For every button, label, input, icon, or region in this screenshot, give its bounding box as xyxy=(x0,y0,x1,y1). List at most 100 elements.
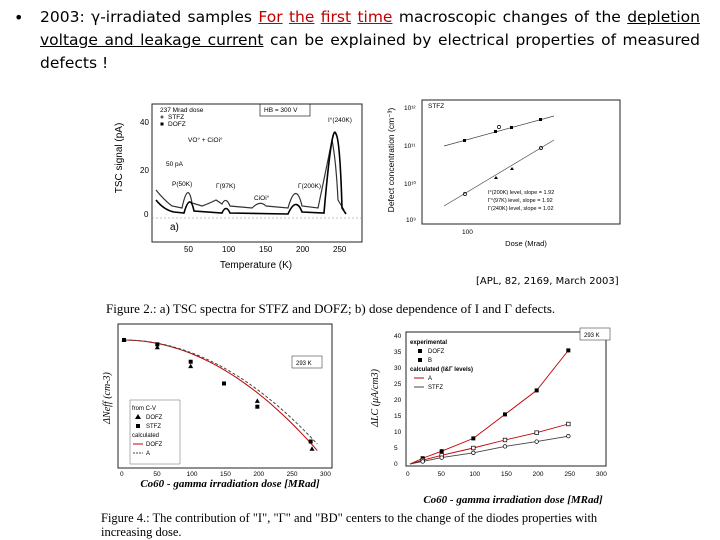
tsc-stfz-curve xyxy=(155,139,345,211)
lc-ytick-40: 40 xyxy=(394,333,402,340)
lc-line-a xyxy=(409,435,569,465)
neff-point-dofz xyxy=(309,446,315,451)
citation: [APL, 82, 2169, March 2003] xyxy=(476,276,619,287)
lc-ytick-25: 25 xyxy=(394,381,402,388)
neff-legend-3: calculated xyxy=(132,433,159,439)
dose-fit-lower xyxy=(443,139,555,207)
lc-point-a xyxy=(502,444,508,449)
lc-point-dofz xyxy=(534,388,539,393)
neff-point-stfz xyxy=(122,338,126,342)
neff-temp-label: 293 K xyxy=(296,361,312,367)
neff-xtick-150: 150 xyxy=(220,471,231,478)
tsc-ann-50pa: 50 pA xyxy=(166,161,184,168)
lc-ytick-0: 0 xyxy=(394,461,398,468)
neff-point-stfz xyxy=(308,439,313,444)
neff-legend-2: STFZ xyxy=(146,424,161,430)
neff-xtick-50: 50 xyxy=(153,471,161,478)
lc-ytick-5: 5 xyxy=(394,445,398,452)
dose-point-lower-3 xyxy=(510,167,514,170)
bullet-symbol: • xyxy=(14,8,24,27)
neff-legend-1: DOFZ xyxy=(146,415,163,421)
tsc-hb-box xyxy=(259,103,311,117)
dose-point-lower-1 xyxy=(463,192,467,196)
dose-ytick-0: 10¹² xyxy=(404,105,416,112)
tsc-legend-stfz-marker xyxy=(160,115,164,119)
red-word-3: first xyxy=(320,8,352,26)
lc-ytick-15: 15 xyxy=(394,413,402,420)
tsc-ann-cioi: CiOi° xyxy=(254,194,270,202)
lc-point-a xyxy=(439,455,444,460)
bullet-after-red: macroscopic changes of the xyxy=(398,8,621,26)
lc-ytick-35: 35 xyxy=(394,349,402,356)
tsc-ytick-20: 20 xyxy=(140,166,149,175)
lc-legend-5: STFZ xyxy=(428,385,443,391)
lc-legend-0: experimental xyxy=(410,340,447,346)
dose-fit-upper xyxy=(443,115,555,147)
lc-point-a xyxy=(534,439,539,444)
neff-chart: ΔNeff (cm-3) 293 K from C-V DOFZ STFZ ca… xyxy=(100,318,340,496)
lc-xtick-100: 100 xyxy=(469,471,480,478)
lc-xtick-250: 250 xyxy=(564,471,575,478)
lc-xlabel: Co60 - gamma irradiation dose [MRad] xyxy=(423,494,603,506)
lc-legend-1: DOFZ xyxy=(428,349,445,355)
neff-legend-5: A xyxy=(146,451,150,457)
figure2-caption: Figure 2.: a) TSC spectra for STFZ and D… xyxy=(106,301,556,316)
neff-xtick-0: 0 xyxy=(120,471,124,478)
neff-xlabel: Co60 - gamma irradiation dose [MRad] xyxy=(140,478,320,490)
bullet-underlined: depletion voltage and leakage current xyxy=(40,8,700,49)
lc-ytick-20: 20 xyxy=(394,397,402,404)
tsc-ann-gamma200: Γ(200K) xyxy=(298,183,321,190)
figure4-caption: Figure 4.: The contribution of "I", "Γ" … xyxy=(101,511,598,539)
neff-point-stfz xyxy=(155,342,160,347)
lc-xtick-50: 50 xyxy=(438,471,446,478)
dose-ytick-1: 10¹¹ xyxy=(404,143,416,150)
tsc-ann-i240: I°(240K) xyxy=(328,116,352,124)
bullet-text: 2003: γ-irradiated samples For the first… xyxy=(40,6,700,75)
tsc-legend-dofz: DOFZ xyxy=(168,121,186,128)
dose-legend-1: I°(200K) level, slope = 1.92 xyxy=(488,190,554,196)
neff-legend-box xyxy=(129,399,181,465)
tsc-legend-dofz-marker xyxy=(160,122,164,126)
tsc-hb-label: HB = 300 V xyxy=(264,107,298,114)
neff-ylabel: ΔNeff (cm-3) xyxy=(102,371,113,424)
lc-legend-3: calculated (I&Γ levels) xyxy=(410,367,473,373)
tsc-xlabel: Temperature (K) xyxy=(220,260,292,271)
lc-point-dofz xyxy=(439,449,444,454)
dose-ytick-2: 10¹⁰ xyxy=(404,180,416,188)
neff-legend-4: DOFZ xyxy=(146,442,163,448)
dose-point-upper-3 xyxy=(510,126,513,129)
lc-temp-box xyxy=(579,327,611,341)
tsc-ytick-0: 0 xyxy=(144,210,149,219)
dose-ytick-3: 10⁹ xyxy=(406,217,416,224)
dose-point-lower-2 xyxy=(494,176,498,179)
neff-xtick-100: 100 xyxy=(187,471,198,478)
neff-point-dofz xyxy=(254,398,260,403)
tsc-xtick-250: 250 xyxy=(333,245,347,254)
tsc-ann-p50: P(50K) xyxy=(172,181,192,188)
lc-xtick-0: 0 xyxy=(406,471,410,478)
dose-point-upper-5 xyxy=(497,125,501,129)
tsc-xtick-200: 200 xyxy=(296,245,310,254)
lc-xtick-150: 150 xyxy=(501,471,512,478)
lc-point-dofz xyxy=(566,348,571,353)
lc-xtick-300: 300 xyxy=(596,471,607,478)
lc-ylabel: ΔLC (μA/cm3) xyxy=(370,368,381,427)
tsc-ytick-40: 40 xyxy=(140,118,149,127)
lc-point-dofz xyxy=(503,412,507,417)
dose-xtick-100: 100 xyxy=(462,229,473,236)
lc-point-a xyxy=(471,450,476,455)
dose-ylabel: Defect concentration (cm⁻³) xyxy=(386,108,396,213)
lc-temp-label: 293 K xyxy=(584,333,600,339)
dose-panel-label: STFZ xyxy=(428,103,444,110)
tsc-xtick-50: 50 xyxy=(184,245,193,254)
neff-xtick-300: 300 xyxy=(320,471,331,478)
neff-legend-dofz-marker xyxy=(135,414,141,419)
bullet-prefix: 2003: γ-irradiated samples xyxy=(40,8,252,26)
lc-point-a xyxy=(420,459,425,464)
tsc-ylabel: TSC signal (pA) xyxy=(114,123,125,194)
dose-point-lower-4 xyxy=(539,146,543,150)
dose-dependence-figure: Defect concentration (cm⁻³) 10¹² 10¹¹ 10… xyxy=(384,96,628,272)
neff-point-stfz xyxy=(222,381,226,386)
tsc-ann-gamma97: Γ(97K) xyxy=(216,183,235,190)
dose-point-upper-2 xyxy=(494,130,497,133)
